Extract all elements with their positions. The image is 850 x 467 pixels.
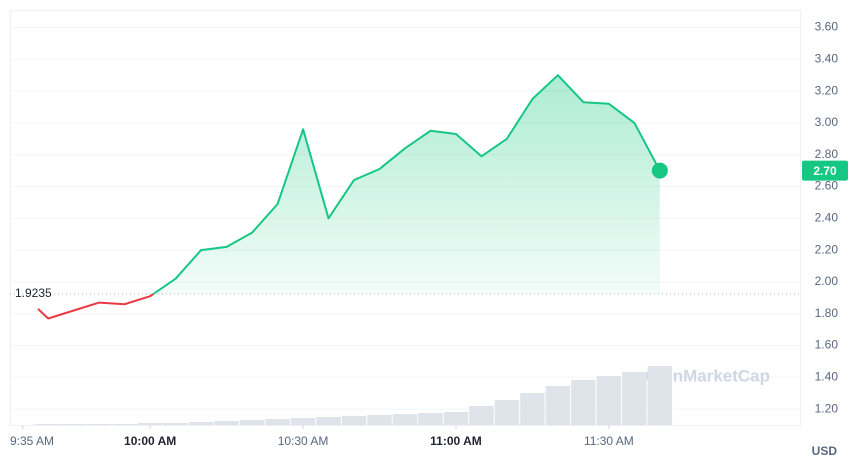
x-tick-label: 10:00 AM	[124, 434, 176, 448]
volume-bar	[316, 417, 341, 425]
volume-bar	[545, 386, 571, 425]
watermark: CoinMarketCap	[645, 366, 770, 385]
volume-bar	[290, 418, 316, 425]
y-tick-label: 2.40	[815, 210, 839, 224]
volume-bar	[188, 422, 214, 425]
x-tick-label: 9:35 AM	[10, 434, 54, 448]
volume-bar	[341, 416, 367, 425]
y-tick-label: 1.80	[815, 306, 839, 320]
y-tick-label: 1.60	[815, 338, 839, 352]
volume-bar	[571, 380, 596, 425]
volume-bar	[86, 424, 112, 425]
y-tick-label: 1.40	[815, 369, 839, 383]
volume-bar	[520, 393, 545, 425]
volume-bar	[112, 424, 137, 425]
volume-bar	[596, 376, 622, 425]
price-tag	[802, 160, 848, 181]
volume-bar	[494, 400, 520, 425]
y-tick-label: 2.60	[815, 179, 839, 193]
volume-bar	[367, 415, 392, 425]
y-tick-label: 3.00	[815, 115, 839, 129]
y-tick-label: 1.20	[815, 401, 839, 415]
reference-label: 1.9235	[15, 286, 52, 300]
volume-bar	[214, 421, 239, 425]
price-line	[37, 74, 661, 320]
y-tick-label: 2.80	[815, 147, 839, 161]
volume-bar	[418, 413, 443, 425]
volume-bar	[265, 419, 290, 425]
y-tick-label: 3.40	[815, 51, 839, 65]
x-tick-label: 10:30 AM	[278, 434, 329, 448]
price-tag-label: 2.70	[813, 164, 837, 178]
y-tick-label: 2.20	[815, 242, 839, 256]
volume-bar	[392, 414, 418, 425]
volume-bar	[647, 366, 673, 425]
volume-bar	[443, 412, 469, 425]
last-point	[651, 162, 668, 179]
volume-bar	[622, 372, 647, 425]
volume-bar	[163, 423, 188, 425]
y-tick-label: 3.60	[815, 20, 839, 34]
price-area	[38, 75, 660, 295]
currency-label: USD	[812, 444, 838, 458]
volume-bar	[239, 420, 265, 425]
x-tick-label: 11:00 AM	[430, 434, 482, 448]
x-tick-label: 11:30 AM	[584, 434, 634, 448]
volume-bar	[469, 406, 494, 425]
y-tick-label: 2.00	[815, 274, 839, 288]
volume-bar	[61, 424, 86, 425]
volume-bar	[137, 423, 163, 425]
y-tick-label: 3.20	[815, 83, 839, 97]
volume-bar	[35, 424, 61, 425]
